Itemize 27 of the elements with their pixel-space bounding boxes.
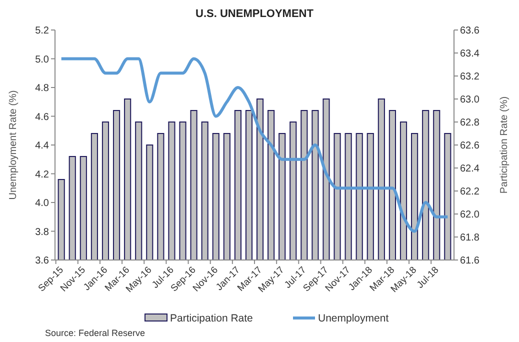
y-tick-label: 4.0 xyxy=(35,198,50,209)
legend-label: Participation Rate xyxy=(170,312,254,325)
y-tick-label: 5.0 xyxy=(35,54,50,66)
y-tick-label: 4.8 xyxy=(35,83,50,94)
legend-label: Unemployment xyxy=(318,312,389,325)
y2-tick-label: 62.0 xyxy=(460,210,480,220)
y2-tick-label: 62.6 xyxy=(460,140,480,152)
y-tick-label: 5.2 xyxy=(35,26,50,36)
y2-tick-label: 61.8 xyxy=(460,232,480,244)
y-tick-label: 3.8 xyxy=(35,226,50,238)
y2-tick-label: 62.8 xyxy=(460,118,480,128)
source-note: Source: Federal Reserve xyxy=(45,328,146,338)
y-tick-label: 4.2 xyxy=(35,169,50,180)
y-axis-title: Unemployment Rate (%) xyxy=(8,90,19,200)
y2-tick-label: 63.6 xyxy=(460,26,480,36)
y-tick-label: 3.6 xyxy=(35,256,50,266)
y2-tick-label: 63.4 xyxy=(460,48,480,60)
line-series xyxy=(60,57,450,233)
y2-tick-label: 63.0 xyxy=(460,94,480,106)
y2-axis-title: Participation Rate (%) xyxy=(499,96,510,194)
chart-title: U.S. UNEMPLOYMENT xyxy=(196,8,314,20)
y2-tick-label: 63.2 xyxy=(460,72,480,82)
y2-tick-label: 62.2 xyxy=(460,186,480,198)
y-tick-label: 4.6 xyxy=(35,112,50,123)
y2-tick-label: 61.6 xyxy=(460,256,480,266)
y2-tick-label: 62.4 xyxy=(460,164,480,174)
y-tick-label: 4.4 xyxy=(35,140,50,152)
